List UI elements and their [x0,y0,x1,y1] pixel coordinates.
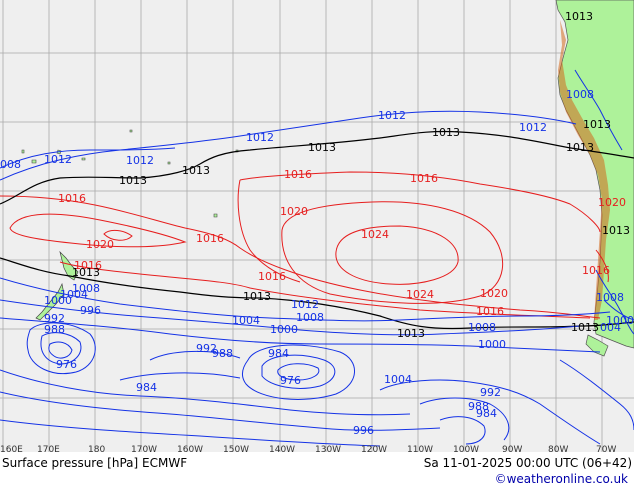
label-1024: 1024 [361,228,389,241]
label-1020: 1020 [86,238,114,251]
label-992: 992 [196,342,217,355]
label-004: 004 [600,321,621,334]
label-1000: 1000 [606,314,634,327]
label-1012: 1012 [246,131,274,144]
pacific-islands [21,129,239,218]
lon-label: 130W [315,445,341,455]
label-1020: 1020 [598,196,626,209]
new-zealand-north-island [59,250,79,281]
lon-label: 150W [223,445,249,455]
lon-label: 80W [548,445,568,455]
label-1013: 1013 [308,141,336,154]
label-1013: 1013 [432,126,460,139]
low-pressure-isobars [0,69,634,447]
lon-label: 160E [0,445,23,455]
map-title: Surface pressure [hPa] ECMWF [2,456,188,470]
high-pressure-isobars [0,171,609,319]
label-1013: 1013 [566,141,594,154]
south-america-land [555,0,634,349]
label-008: 008 [0,158,21,171]
andes-relief [558,20,610,320]
lon-label: 140W [269,445,295,455]
label-1013: 1013 [119,174,147,187]
lon-label: 170E [37,445,60,455]
label-984: 984 [136,381,157,394]
label-1020: 1020 [280,205,308,218]
label-1012: 1012 [519,121,547,134]
label-976: 976 [56,358,77,371]
label-1000: 1000 [270,323,298,336]
lon-label: 90W [502,445,522,455]
valid-time: Sa 11-01-2025 00:00 UTC (06+42) [423,456,632,470]
label-1008: 1008 [296,311,324,324]
label-1013: 1013 [583,118,611,131]
label-1013: 1013 [243,290,271,303]
label-1004: 1004 [384,373,412,386]
label-984: 984 [268,347,289,360]
label-976: 976 [280,374,301,387]
label-992: 992 [44,312,65,325]
longitude-labels: 160E 170E 180 170W 160W 150W 140W 130W 1… [0,445,616,455]
new-zealand-south-island [35,282,65,321]
lon-label: 120W [361,445,387,455]
label-1016: 1016 [74,259,102,272]
label-1004: 1004 [60,288,88,301]
label-988: 988 [44,323,65,336]
label-1000: 1000 [478,338,506,351]
label-1016: 1016 [476,305,504,318]
label-996: 996 [353,424,374,437]
label-1013: 1013 [602,224,630,237]
south-america-tip [585,334,609,357]
label-1016: 1016 [284,168,312,181]
label-1016: 1016 [258,270,286,283]
label-1016: 1016 [410,172,438,185]
label-1012: 1012 [291,298,319,311]
label-996: 996 [80,304,101,317]
label-988: 988 [212,347,233,360]
lon-label: 110W [407,445,433,455]
lon-label: 70W [596,445,616,455]
lon-label: 160W [177,445,203,455]
lon-label: 180 [88,445,105,455]
label-1004: 1004 [232,314,260,327]
ocean-area [0,0,634,452]
label-1016: 1016 [582,264,610,277]
label-1020: 1020 [480,287,508,300]
label-988: 988 [468,400,489,413]
label-1012: 1012 [126,154,154,167]
label-1008: 1008 [72,282,100,295]
label-984: 984 [476,407,497,420]
label-1008: 1008 [566,88,594,101]
longitude-strip [0,452,634,456]
lon-label: 170W [131,445,157,455]
lat-lon-grid [0,0,634,452]
map-caption: Surface pressure [hPa] ECMWF Sa 11-01-20… [2,456,632,470]
label-1016: 1016 [58,192,86,205]
label-1012: 1012 [44,153,72,166]
label-1013: 1013 [565,10,593,23]
label-1000: 1000 [44,294,72,307]
label-1013: 1013 [72,266,100,279]
label-1013: 1013 [182,164,210,177]
label-1008: 1008 [468,321,496,334]
label-1016: 1016 [196,232,224,245]
label-992: 992 [480,386,501,399]
isobar-labels: 1013 1012 1012 1012 1012 1012 008 1013 1… [0,10,634,437]
lon-label: 100W [453,445,479,455]
label-1013: 1013 [397,327,425,340]
label-1024: 1024 [406,288,434,301]
label-1008: 1008 [596,291,624,304]
normal-pressure-isobar [0,130,634,330]
site-credit[interactable]: ©weatheronline.co.uk [494,472,628,486]
label-1012: 1012 [378,109,406,122]
label-1013: 1013 [571,321,599,334]
